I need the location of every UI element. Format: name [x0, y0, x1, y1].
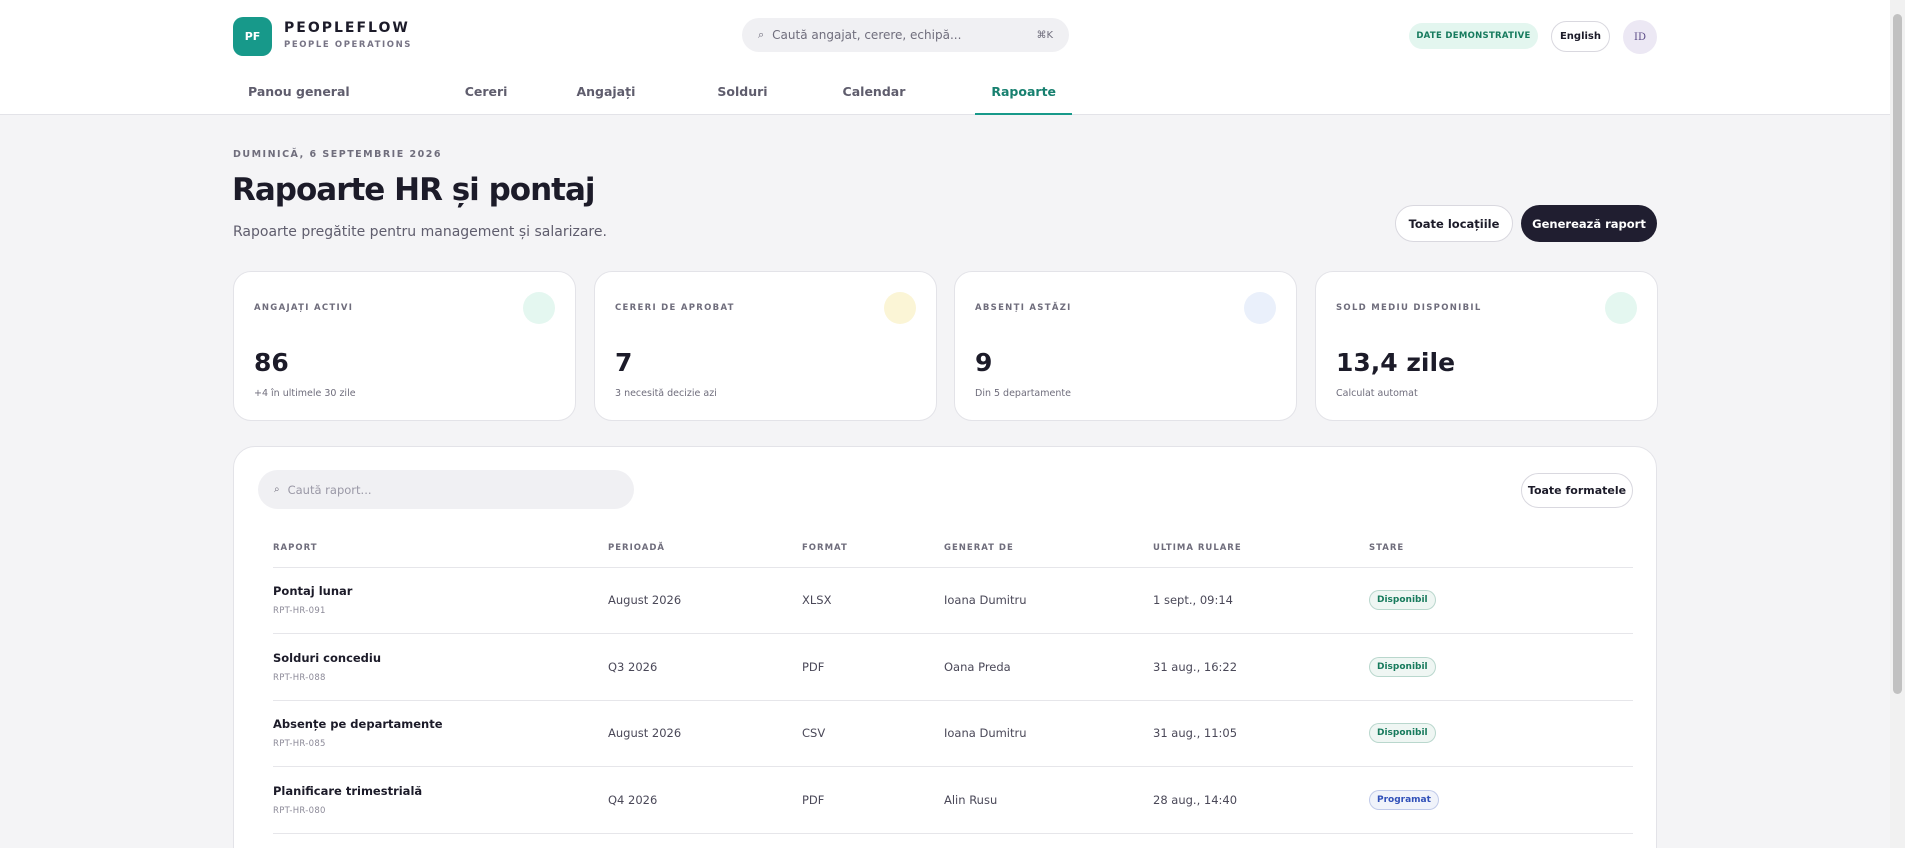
- stat-icon: [1244, 292, 1276, 324]
- stat-value: 7: [615, 348, 633, 377]
- nav-tab[interactable]: Angajați: [576, 84, 636, 99]
- column-header: ULTIMA RULARE: [1153, 543, 1242, 553]
- stat-card: CERERI DE APROBAT 7 3 necesită decizie azi: [594, 271, 937, 421]
- stat-label: ABSENȚI ASTĂZI: [975, 303, 1072, 313]
- nav-tab[interactable]: Solduri: [717, 84, 768, 99]
- stat-card: ANGAJAȚI ACTIVI 86 +4 în ultimele 30 zile: [233, 271, 576, 421]
- report-name[interactable]: Absențe pe departamente: [273, 717, 443, 731]
- cell-period: Q3 2026: [608, 659, 658, 674]
- report-id: RPT-HR-088: [273, 672, 326, 683]
- stat-value: 9: [975, 348, 993, 377]
- cell-last-run: 31 aug., 11:05: [1153, 726, 1238, 740]
- cell-author: Alin Rusu: [944, 792, 998, 807]
- stat-icon: [523, 292, 555, 324]
- search-placeholder: Caută angajat, cerere, echipă...: [772, 28, 962, 42]
- cell-last-run: 1 sept., 09:14: [1153, 593, 1233, 607]
- nav-tab[interactable]: Cereri: [464, 84, 508, 99]
- cell-format: PDF: [802, 792, 825, 807]
- stat-value: 86: [254, 348, 289, 377]
- brand: PEOPLEFLOW: [284, 20, 410, 36]
- cell-author: Ioana Dumitru: [944, 726, 1027, 740]
- row-divider: [273, 832, 1633, 834]
- cell-last-run: 31 aug., 16:22: [1153, 659, 1238, 674]
- stat-card: SOLD MEDIU DISPONIBIL 13,4 zile Calculat a…: [1315, 271, 1658, 421]
- stat-label: SOLD MEDIU DISPONIBIL: [1336, 303, 1482, 313]
- column-header: GENERAT DE: [944, 543, 1014, 553]
- report-name[interactable]: Solduri concediu: [273, 650, 382, 665]
- row-divider: [273, 633, 1633, 634]
- stat-note: 3 necesită decizie azi: [615, 388, 717, 399]
- logo[interactable]: PF: [233, 17, 272, 56]
- cell-author: Ioana Dumitru: [944, 593, 1027, 607]
- stat-note: Calculat automat: [1336, 388, 1418, 399]
- generate-button[interactable]: Generează raport: [1521, 205, 1657, 242]
- row-divider: [273, 699, 1633, 701]
- page-title: Rapoarte HR și pontaj: [232, 172, 596, 208]
- report-name[interactable]: Planificare trimestrială: [273, 783, 423, 798]
- column-header: PERIOADĂ: [608, 543, 665, 553]
- cell-author: Oana Preda: [944, 659, 1011, 674]
- nav-tab[interactable]: Rapoarte: [975, 78, 1072, 115]
- cell-period: August 2026: [608, 593, 682, 607]
- cell-period: Q4 2026: [608, 792, 658, 807]
- row-divider: [273, 766, 1633, 767]
- report-id: RPT-HR-080: [273, 805, 326, 816]
- cell-last-run: 28 aug., 14:40: [1153, 792, 1238, 807]
- cell-format: XLSX: [802, 593, 832, 607]
- search-icon: ⌕: [758, 28, 765, 41]
- report-search[interactable]: ⌕ Caută raport...: [258, 470, 634, 509]
- page-subtitle: Rapoarte pregătite pentru management și …: [233, 224, 607, 240]
- nav-tab[interactable]: Panou general: [248, 84, 350, 99]
- cell-format: PDF: [802, 659, 825, 674]
- shortcut: ⌘K: [1036, 29, 1053, 41]
- column-header: STARE: [1369, 543, 1405, 553]
- cell-format: CSV: [802, 726, 826, 740]
- location-filter[interactable]: Toate locațiile: [1395, 205, 1513, 242]
- column-header: FORMAT: [802, 543, 848, 553]
- reports-card: [233, 446, 1657, 848]
- language-button[interactable]: English: [1551, 21, 1610, 52]
- status-badge: Programat: [1369, 789, 1439, 810]
- demo-badge: DATE DEMONSTRATIVE: [1409, 23, 1538, 49]
- stat-icon: [1605, 292, 1637, 324]
- avatar[interactable]: ID: [1623, 20, 1657, 54]
- stat-value: 13,4 zile: [1336, 348, 1456, 377]
- cell-period: August 2026: [608, 726, 682, 740]
- stat-note: Din 5 departamente: [975, 388, 1071, 399]
- stat-label: CERERI DE APROBAT: [615, 303, 735, 313]
- global-search[interactable]: ⌕ Caută angajat, cerere, echipă... ⌘K: [742, 18, 1069, 52]
- scrollbar-thumb[interactable]: [1893, 14, 1902, 694]
- status-badge: Disponibil: [1369, 723, 1436, 743]
- status-badge: Disponibil: [1369, 590, 1436, 610]
- nav-tab[interactable]: Calendar: [842, 84, 906, 99]
- stat-icon: [884, 292, 916, 324]
- report-id: RPT-HR-085: [273, 739, 326, 749]
- stat-note: +4 în ultimele 30 zile: [254, 388, 356, 399]
- tagline: PEOPLE OPERATIONS: [284, 40, 413, 50]
- report-id: RPT-HR-091: [273, 606, 326, 616]
- column-header: RAPORT: [273, 543, 318, 553]
- header-divider: [273, 567, 1633, 568]
- search-icon: ⌕: [274, 484, 280, 495]
- date: DUMINICĂ, 6 SEPTEMBRIE 2026: [233, 149, 442, 160]
- format-filter[interactable]: Toate formatele: [1521, 473, 1633, 508]
- status-badge: Disponibil: [1369, 656, 1436, 677]
- report-name[interactable]: Pontaj lunar: [273, 584, 353, 598]
- stat-label: ANGAJAȚI ACTIVI: [254, 303, 354, 313]
- stat-card: ABSENȚI ASTĂZI 9 Din 5 departamente: [954, 271, 1297, 421]
- search-placeholder: Caută raport...: [287, 482, 372, 497]
- nav: Panou general Cereri Angajați Solduri Calend…: [233, 78, 1072, 115]
